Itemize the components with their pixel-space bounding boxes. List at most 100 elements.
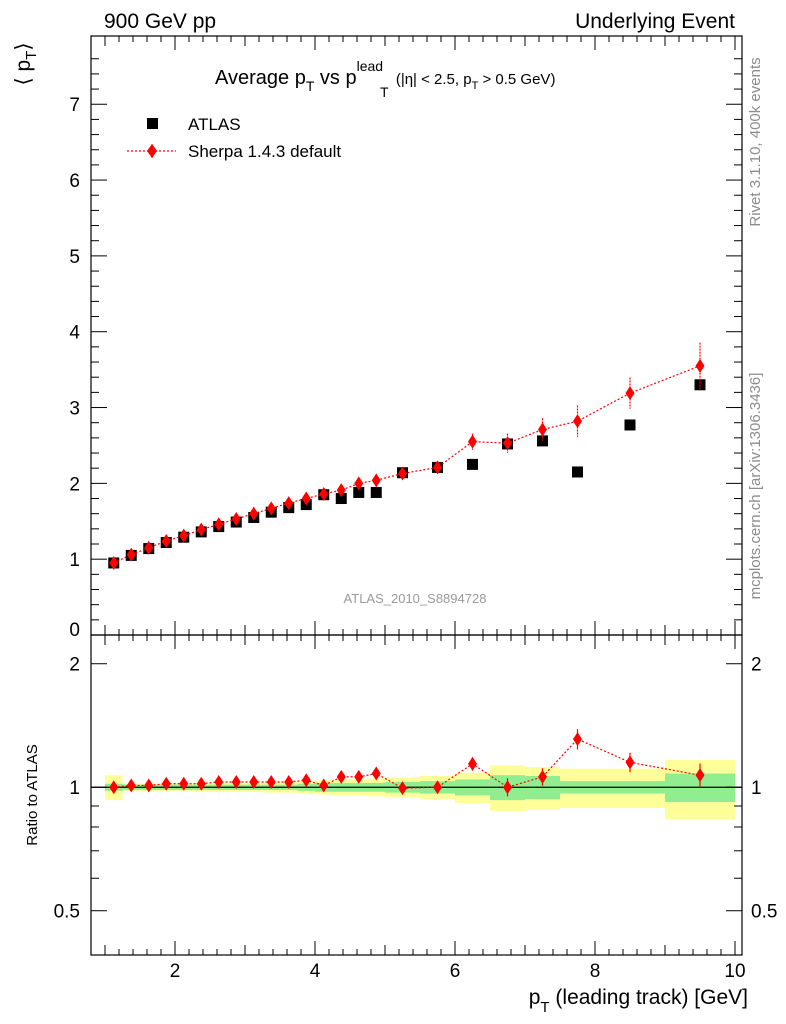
- sherpa-data-point: [126, 547, 136, 562]
- ratio-sherpa-line: [113, 738, 701, 789]
- sherpa-data-point: [398, 466, 407, 481]
- ratio-sherpa-point: [625, 755, 635, 770]
- sherpa-data-point: [301, 491, 311, 506]
- title-cut-sub: T: [472, 80, 479, 92]
- ratio-sherpa-point: [214, 774, 224, 789]
- legend-atlas-marker: [147, 118, 158, 129]
- ratio-sherpa-point: [354, 769, 364, 784]
- sherpa-data-point: [179, 528, 189, 543]
- x-label-rest: (leading track) [GeV]: [550, 986, 748, 1009]
- x-tick-label: 2: [170, 961, 181, 982]
- legend-sherpa-label: Sherpa 1.4.3 default: [188, 142, 341, 161]
- ratio-panel: 2 4 6 8 10 0.5 0.5 1 1 2 2: [54, 634, 777, 982]
- sherpa-data-point: [468, 434, 477, 449]
- ratio-sherpa-point: [371, 766, 381, 781]
- ratio-frame: [90, 634, 743, 956]
- ratio-sherpa-point: [336, 769, 346, 784]
- atlas-data-point: [353, 486, 365, 498]
- ratio-sherpa-point: [301, 773, 311, 788]
- x-label-sub: T: [540, 999, 549, 1016]
- sherpa-data-point: [319, 486, 329, 501]
- y-tick-label: 6: [69, 171, 80, 192]
- ratio-y-tick-label-right: 1: [751, 778, 762, 799]
- y-label-sub: T: [23, 51, 40, 60]
- x-tick-label: 6: [450, 961, 461, 982]
- sherpa-data-point: [214, 517, 224, 532]
- title-vs: vs p: [314, 67, 356, 89]
- x-tick-label: 8: [590, 961, 601, 982]
- atlas-data-point: [537, 435, 548, 447]
- y-tick-label: 7: [69, 95, 80, 116]
- sherpa-data-point: [196, 522, 206, 537]
- header-process-label: Underlying Event: [575, 10, 735, 33]
- ratio-sherpa-point: [468, 756, 477, 771]
- plot-title: Average pT vs pleadT (|η| < 2.5, pT > 0.…: [215, 58, 555, 94]
- x-tick-label: 4: [310, 961, 321, 982]
- legend-sherpa-marker: [147, 144, 157, 158]
- sherpa-data-point: [354, 476, 364, 491]
- legend: ATLAS Sherpa 1.4.3 default: [127, 115, 341, 161]
- ratio-y-tick-label: 2: [69, 655, 80, 676]
- ratio-sherpa-point: [126, 778, 136, 793]
- sherpa-data-point: [161, 533, 171, 548]
- sherpa-data-point: [573, 414, 582, 429]
- y-tick-label: 2: [69, 474, 80, 495]
- sherpa-data-point: [144, 540, 154, 555]
- analysis-watermark: ATLAS_2010_S8894728: [344, 591, 487, 606]
- ratio-sherpa-point: [503, 780, 512, 795]
- ratio-sherpa-point: [695, 768, 705, 783]
- header-collision-label: 900 GeV pp: [104, 10, 216, 33]
- sherpa-data-point: [503, 436, 512, 451]
- title-cut-open: (|η| < 2.5, p: [392, 71, 472, 88]
- atlas-data-point: [572, 466, 583, 478]
- sherpa-data-point: [231, 511, 241, 526]
- ratio-sherpa-point: [398, 781, 407, 796]
- ratio-sherpa-point: [249, 774, 259, 789]
- ratio-sherpa-point: [266, 774, 276, 789]
- y-tick-label-zero: 0: [69, 620, 80, 641]
- ratio-y-tick-label-right: 2: [751, 655, 762, 676]
- title-cut-close: > 0.5 GeV): [478, 71, 555, 88]
- ratio-sherpa-point: [109, 780, 119, 795]
- atlas-data-point: [624, 419, 636, 431]
- x-axis-label: pT (leading track) [GeV]: [529, 986, 748, 1016]
- rivet-version-text: Rivet 3.1.10, 400k events: [747, 57, 764, 226]
- zero-label-mask: [60, 636, 84, 648]
- ratio-sherpa-point: [231, 774, 241, 789]
- ratio-sherpa-point: [573, 732, 582, 747]
- ratio-sherpa-point: [538, 769, 547, 784]
- sherpa-data-point: [266, 501, 276, 516]
- title-vs-sup: lead: [357, 58, 383, 74]
- sherpa-data-point: [625, 386, 635, 401]
- ratio-y-tick-label-right: 0.5: [751, 902, 777, 923]
- main-panel: 1 2 3 4 5 6 7 0: [60, 35, 743, 648]
- title-main: Average p: [215, 67, 306, 89]
- sherpa-data-point: [109, 555, 119, 570]
- svg-text:⟨ pT⟩: ⟨ pT⟩: [12, 42, 40, 85]
- y-tick-label: 3: [69, 399, 80, 420]
- sherpa-data-point: [538, 422, 547, 437]
- y-tick-label: 1: [69, 550, 80, 571]
- ratio-sherpa-point: [284, 774, 294, 789]
- x-label-p: p: [529, 986, 541, 1009]
- atlas-data-point: [467, 458, 478, 470]
- y-label-right: ⟩: [12, 42, 35, 50]
- ratio-sherpa-point: [319, 778, 329, 793]
- ratio-axis-label: Ratio to ATLAS: [24, 744, 41, 845]
- y-tick-label: 4: [69, 323, 80, 344]
- ratio-sherpa-point: [144, 778, 154, 793]
- sherpa-data-point: [371, 473, 381, 488]
- legend-atlas-label: ATLAS: [188, 115, 241, 134]
- y-tick-label: 5: [69, 247, 80, 268]
- sherpa-data-point: [336, 483, 346, 498]
- sherpa-data-point: [433, 460, 442, 475]
- ratio-sherpa-point: [433, 780, 442, 795]
- ratio-y-tick-label: 1: [69, 778, 80, 799]
- sherpa-data-point: [695, 358, 705, 373]
- sherpa-data-point: [284, 496, 294, 511]
- sherpa-data-point: [249, 506, 259, 521]
- y-label-left: ⟨ p: [12, 60, 35, 86]
- title-vs-sub-visible: T: [380, 84, 389, 100]
- ratio-sherpa-point: [196, 776, 206, 791]
